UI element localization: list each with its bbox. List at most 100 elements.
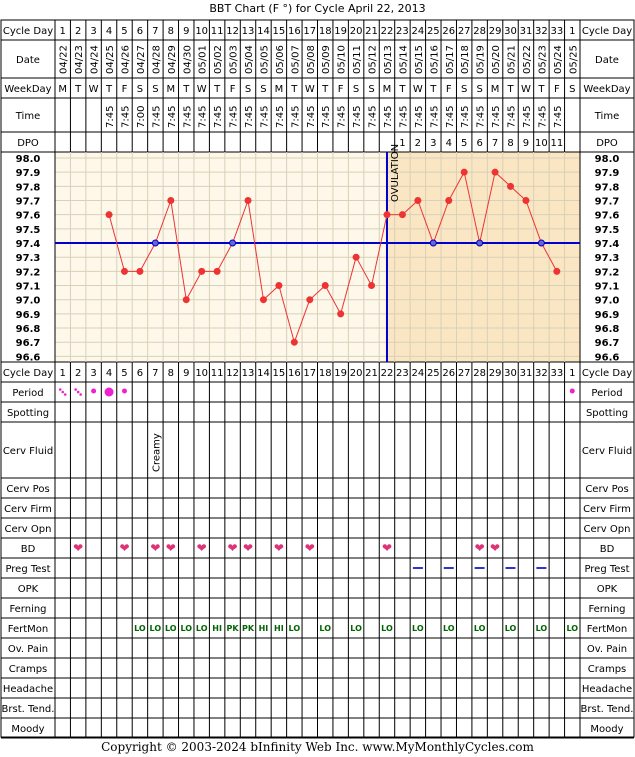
heart-icon: ❤ bbox=[490, 541, 500, 555]
cycle-day-top: 12 bbox=[226, 26, 239, 37]
cycle-day-top: 15 bbox=[273, 26, 286, 37]
weekday-label: W bbox=[521, 84, 531, 95]
row-label-right-moody: Moody bbox=[590, 724, 623, 735]
row-label-right-brst_tend: Brst. Tend. bbox=[581, 704, 634, 715]
period-light-icon bbox=[121, 388, 127, 394]
y-tick-right: 97.2 bbox=[595, 267, 620, 278]
date-label: 04/30 bbox=[182, 45, 193, 74]
y-tick-left: 96.7 bbox=[16, 338, 41, 349]
ovulation-label: OVULATION bbox=[390, 144, 401, 202]
time-label: 7:45 bbox=[398, 106, 409, 128]
y-tick-left: 97.6 bbox=[16, 211, 41, 222]
row-label-left-cramps: Cramps bbox=[9, 664, 48, 675]
weekday-label: M bbox=[58, 84, 67, 95]
cycle-day-bottom: 23 bbox=[396, 368, 409, 379]
y-tick-right: 98.0 bbox=[595, 154, 620, 165]
cycle-day-top: 19 bbox=[334, 26, 347, 37]
date-label: 05/11 bbox=[352, 45, 363, 74]
time-label: 7:45 bbox=[105, 106, 116, 128]
temp-point bbox=[229, 239, 237, 247]
date-label: 05/17 bbox=[445, 45, 456, 74]
time-label: 7:45 bbox=[383, 106, 394, 128]
cycle-day-top: 11 bbox=[211, 26, 224, 37]
cycle-day-bottom: 30 bbox=[504, 368, 517, 379]
date-label: 04/22 bbox=[59, 45, 70, 74]
weekday-label: W bbox=[197, 84, 207, 95]
time-label: 7:45 bbox=[337, 106, 348, 128]
temp-line-segment bbox=[324, 285, 342, 315]
date-label: 05/21 bbox=[507, 45, 518, 74]
time-label: 7:45 bbox=[213, 106, 224, 128]
cycle-day-top: 1 bbox=[60, 26, 66, 37]
date-label: 05/06 bbox=[275, 45, 286, 74]
y-tick-left: 97.1 bbox=[16, 282, 41, 293]
row-label-right-cycle_day: Cycle Day bbox=[582, 26, 632, 37]
fertmon-reading: LO bbox=[474, 624, 486, 633]
temp-point bbox=[429, 239, 437, 247]
fertmon-reading: PK bbox=[227, 624, 240, 633]
time-label: 7:45 bbox=[445, 106, 456, 128]
date-label: 04/28 bbox=[151, 45, 162, 74]
temp-point bbox=[368, 282, 376, 290]
date-label: 04/25 bbox=[105, 45, 116, 74]
temp-point bbox=[136, 267, 144, 275]
dpo-label: 11 bbox=[550, 138, 563, 149]
date-label: 05/01 bbox=[198, 45, 209, 74]
row-label-left-opk: OPK bbox=[18, 584, 39, 595]
row-label-left-cerv_firm: Cerv Firm bbox=[4, 504, 52, 515]
heart-icon: ❤ bbox=[274, 541, 284, 555]
date-label: 05/22 bbox=[522, 45, 533, 74]
time-label: 7:45 bbox=[522, 106, 533, 128]
cycle-day-top: 1 bbox=[569, 26, 575, 37]
y-tick-right: 97.0 bbox=[595, 296, 620, 307]
date-label: 05/14 bbox=[398, 45, 409, 74]
cycle-day-bottom: 20 bbox=[350, 368, 363, 379]
fertmon-reading: LO bbox=[180, 624, 192, 633]
temp-line-segment bbox=[371, 214, 388, 286]
cerv-fluid-creamy: Creamy bbox=[151, 433, 162, 472]
date-label: 05/07 bbox=[290, 45, 301, 74]
cycle-day-top: 33 bbox=[550, 26, 563, 37]
time-label: 7:45 bbox=[476, 106, 487, 128]
date-label: 05/18 bbox=[460, 45, 471, 74]
weekday-label: M bbox=[275, 84, 284, 95]
weekday-label: F bbox=[554, 84, 560, 95]
row-label-right-headache: Headache bbox=[582, 684, 632, 695]
cycle-day-bottom: 28 bbox=[473, 368, 486, 379]
row-label-left-cycle_day: Cycle Day bbox=[3, 26, 53, 37]
cycle-day-bottom: 1 bbox=[60, 368, 66, 379]
fertmon-reading: LO bbox=[443, 624, 455, 633]
temp-line-segment bbox=[170, 200, 187, 300]
date-label: 05/12 bbox=[368, 45, 379, 74]
date-label: 05/13 bbox=[383, 45, 394, 74]
weekday-label: M bbox=[166, 84, 175, 95]
temp-line-segment bbox=[417, 200, 434, 244]
fertmon-reading: LO bbox=[381, 624, 393, 633]
weekday-label: M bbox=[491, 84, 500, 95]
period-spotting-icon bbox=[79, 393, 82, 396]
y-tick-right: 96.8 bbox=[595, 324, 620, 335]
time-label: 7:45 bbox=[306, 106, 317, 128]
time-label: 7:45 bbox=[429, 106, 440, 128]
weekday-label: F bbox=[230, 84, 236, 95]
y-tick-left: 97.7 bbox=[16, 197, 41, 208]
weekday-label: W bbox=[413, 84, 423, 95]
row-label-left-cerv_pos: Cerv Pos bbox=[6, 484, 49, 495]
dpo-label: 8 bbox=[507, 138, 513, 149]
heart-icon: ❤ bbox=[73, 541, 83, 555]
cycle-day-bottom: 7 bbox=[152, 368, 158, 379]
temp-point bbox=[244, 197, 252, 205]
time-label: 7:45 bbox=[491, 106, 502, 128]
cycle-day-top: 30 bbox=[504, 26, 517, 37]
cycle-day-top: 13 bbox=[242, 26, 255, 37]
cycle-day-top: 14 bbox=[257, 26, 270, 37]
y-tick-right: 97.6 bbox=[595, 211, 620, 222]
row-label-left-date: Date bbox=[16, 55, 40, 66]
time-label: 7:45 bbox=[460, 106, 471, 128]
row-label-right-weekday: WeekDay bbox=[583, 84, 630, 95]
cycle-day-top: 27 bbox=[458, 26, 471, 37]
cycle-day-top: 5 bbox=[121, 26, 127, 37]
heart-icon: ❤ bbox=[150, 541, 160, 555]
temp-point bbox=[398, 211, 406, 219]
